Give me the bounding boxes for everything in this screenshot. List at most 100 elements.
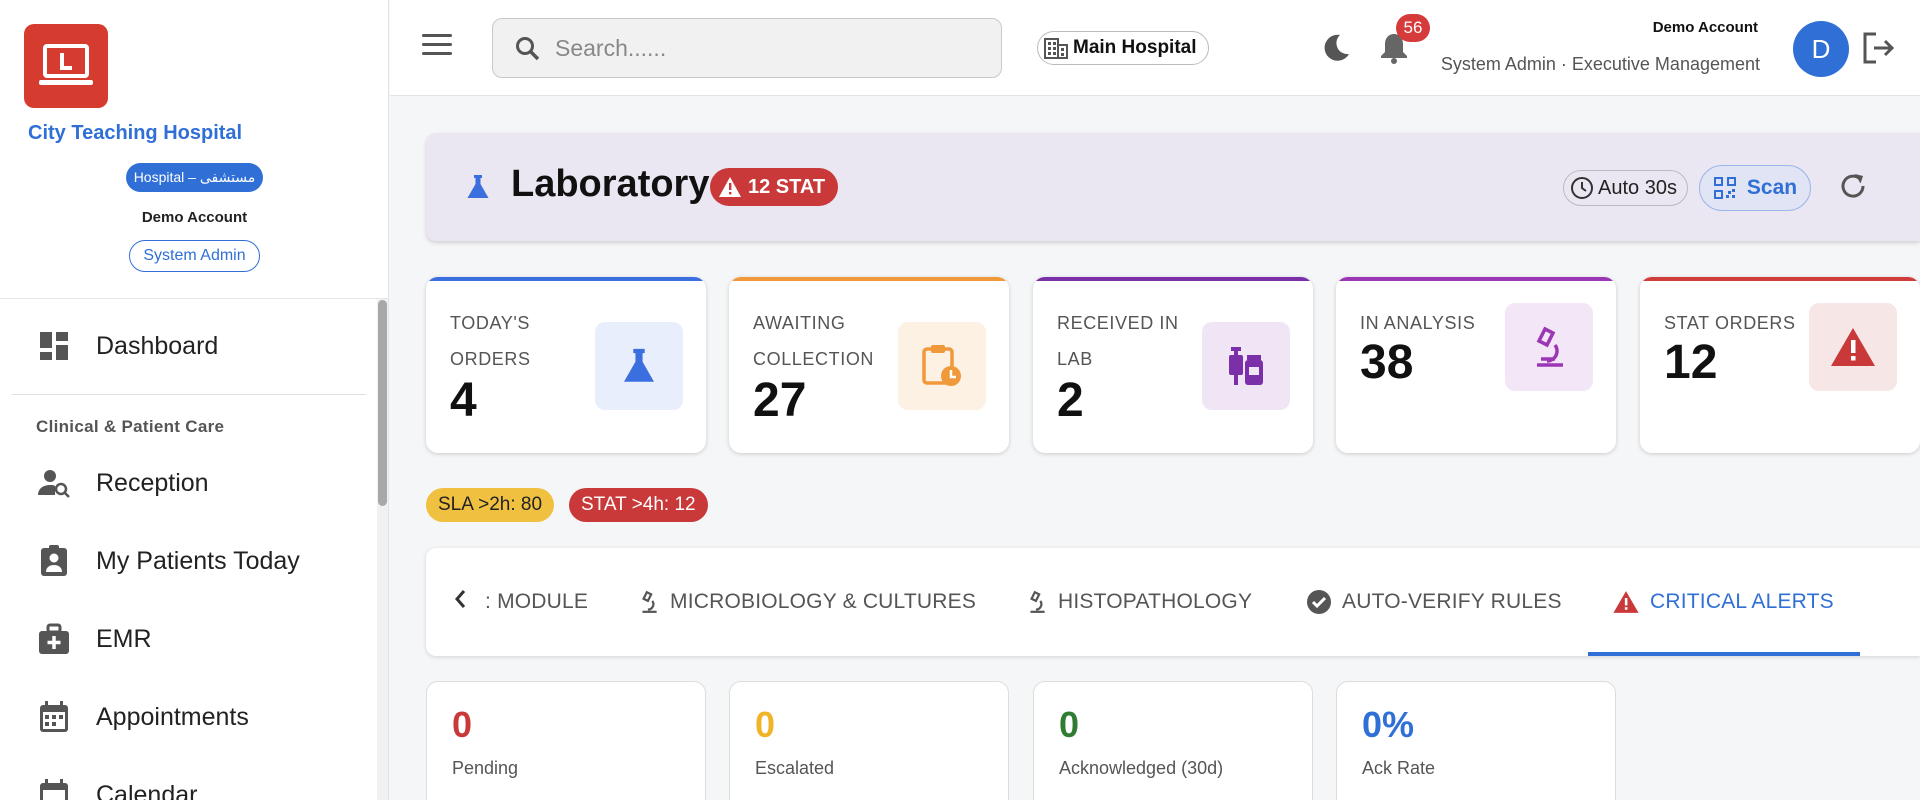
kpi-label: STAT Orders [1664, 313, 1796, 333]
alert-stat-value: 0 [755, 704, 776, 745]
sidebar-item-label: EMR [96, 624, 152, 653]
refresh-icon[interactable] [1838, 171, 1868, 201]
kpi-icon-tile [898, 322, 986, 410]
microscope-icon [1536, 326, 1563, 367]
kpi-icon-tile [1202, 322, 1290, 410]
kpi-accent-bar [1336, 277, 1616, 281]
alert-stat-pending: 0 Pending [426, 681, 706, 800]
module-tabs: : Module Microbiology & Cultures Histopa… [426, 548, 1920, 656]
sidebar-item-label: Dashboard [96, 331, 219, 360]
tab-label: Critical Alerts [1650, 590, 1834, 613]
hospital-name: City Teaching Hospital [28, 122, 243, 144]
search-box[interactable] [492, 18, 1002, 78]
microscope-icon [642, 590, 657, 613]
kpi-accent-bar [426, 277, 706, 281]
branch-selector[interactable]: Main Hospital [1037, 31, 1209, 65]
chevron-left-icon[interactable] [450, 586, 470, 612]
kpi-value: 4 [450, 374, 477, 427]
warning-icon [1831, 328, 1875, 366]
kpi-value: 38 [1360, 336, 1414, 389]
person-search-icon [38, 467, 70, 499]
alert-stat-value: 0% [1362, 704, 1415, 745]
scan-label: Scan [1746, 176, 1798, 199]
sidebar-item-label: Appointments [96, 702, 249, 731]
auto-refresh-toggle[interactable]: Auto 30s [1563, 170, 1688, 206]
sidebar-account-name: Demo Account [141, 209, 248, 226]
sidebar-item-dashboard[interactable]: Dashboard [0, 316, 370, 376]
divider [12, 394, 366, 395]
check-circle-icon [1307, 590, 1331, 614]
logout-icon[interactable] [1860, 30, 1896, 66]
kpi-icon-tile [1809, 303, 1897, 391]
sidebar-item-my-patients-today[interactable]: My Patients Today [0, 531, 370, 591]
clock-icon [1571, 177, 1593, 199]
tab-label: Microbiology & Cultures [670, 590, 977, 613]
search-icon [516, 37, 540, 61]
menu-icon [422, 34, 452, 37]
stat-overdue-chip[interactable]: STAT >4h: 12 [569, 488, 708, 522]
alert-stat-value: 0 [452, 704, 473, 745]
patient-badge-icon [38, 545, 70, 577]
kpi-card-in-analysis[interactable]: In Analysis 38 [1336, 277, 1616, 453]
tab-critical-alerts[interactable]: Critical Alerts [1612, 548, 1834, 656]
alert-stat-ack-rate: 0% Ack Rate [1336, 681, 1616, 800]
microscope-icon [1030, 590, 1045, 613]
kpi-accent-bar [1640, 277, 1920, 281]
alert-stat-label: Ack Rate [1362, 758, 1436, 778]
alert-stat-label: Acknowledged (30d) [1059, 758, 1224, 778]
sidebar-item-reception[interactable]: Reception [0, 453, 370, 513]
sidebar-item-calendar[interactable]: Calendar [0, 765, 370, 800]
laptop-logo-icon [39, 44, 93, 85]
sidebar-item-label: Calendar [96, 780, 198, 800]
search-input[interactable] [555, 31, 975, 65]
user-name: Demo Account [1652, 19, 1758, 36]
active-tab-indicator [1588, 652, 1860, 656]
kpi-accent-bar [729, 277, 1009, 281]
notification-bell-icon[interactable] [1380, 32, 1408, 64]
avatar[interactable]: D [1793, 21, 1849, 77]
kpi-label: Received in Lab [1057, 313, 1179, 369]
sidebar-scrollbar-thumb[interactable] [378, 300, 387, 506]
sidebar-item-appointments[interactable]: Appointments [0, 687, 370, 747]
kpi-label: Awaiting Collection [753, 313, 875, 369]
branch-label: Main Hospital [1073, 37, 1197, 58]
kpi-card-received-in-lab[interactable]: Received in Lab 2 [1033, 277, 1313, 453]
dark-mode-toggle-icon[interactable] [1320, 32, 1352, 64]
kpi-value: 12 [1664, 336, 1718, 389]
clipboard-clock-icon [922, 345, 961, 386]
tab-microbiology[interactable]: Microbiology & Cultures [638, 548, 976, 656]
auto-refresh-label: Auto 30s [1598, 176, 1677, 199]
sidebar-item-emr[interactable]: EMR [0, 609, 370, 669]
kpi-card-todays-orders[interactable]: Today's Orders 4 [426, 277, 706, 453]
tab-auto-verify-rules[interactable]: Auto-Verify Rules [1306, 548, 1562, 656]
menu-toggle-button[interactable] [422, 34, 452, 58]
tab-label: Auto-Verify Rules [1342, 590, 1562, 613]
building-icon [1044, 38, 1068, 59]
user-role: System Admin · Executive Management [1440, 54, 1760, 74]
kpi-card-stat-orders[interactable]: STAT Orders 12 [1640, 277, 1920, 453]
hospital-logo[interactable] [24, 24, 108, 108]
sidebar-role-badge: System Admin [129, 240, 260, 272]
tab-histopathology[interactable]: Histopathology [1026, 548, 1252, 656]
sla-overdue-chip[interactable]: SLA >2h: 80 [426, 488, 555, 522]
kpi-card-awaiting-collection[interactable]: Awaiting Collection 27 [729, 277, 1009, 453]
kpi-value: 2 [1057, 374, 1084, 427]
scan-button[interactable]: Scan [1699, 165, 1811, 211]
page-title: Laboratory [511, 163, 710, 205]
warning-icon [719, 177, 741, 197]
sidebar-scrollbar[interactable] [377, 299, 388, 800]
sidebar-item-label: My Patients Today [96, 546, 300, 575]
sidebar-item-label: Reception [96, 468, 209, 497]
hospital-type-badge: Hospital – مستشفى [126, 163, 263, 192]
alert-stat-escalated: 0 Escalated [729, 681, 1009, 800]
warning-icon [1613, 591, 1639, 613]
alert-stat-label: Escalated [755, 758, 835, 778]
calendar-grid-icon [38, 701, 70, 733]
kpi-icon-tile [1505, 303, 1593, 391]
alert-stat-acknowledged: 0 Acknowledged (30d) [1033, 681, 1313, 800]
stat-count-badge: 12 STAT [710, 168, 839, 206]
tab-module[interactable]: : Module [485, 548, 588, 656]
nav-section-heading: Clinical & Patient Care [36, 417, 225, 436]
dashboard-icon [38, 330, 70, 362]
sidebar: City Teaching Hospital Hospital – مستشفى… [0, 0, 389, 800]
